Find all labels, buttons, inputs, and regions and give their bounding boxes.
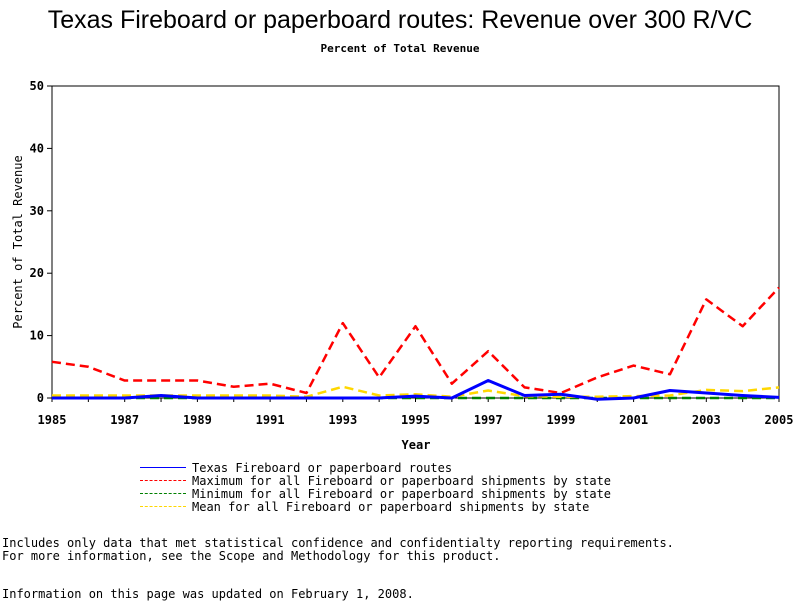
- footnote-methodology: For more information, see the Scope and …: [2, 549, 501, 563]
- plot-frame: [51, 85, 780, 399]
- chart-title: Texas Fireboard or paperboard routes: Re…: [47, 6, 753, 34]
- y-tick-label: 30: [30, 204, 44, 218]
- legend-swatch-minimum: [140, 493, 186, 494]
- y-axis-label: Percent of Total Revenue: [11, 155, 25, 328]
- y-tick-label: 40: [30, 141, 44, 155]
- legend-item-maximum: Maximum for all Fireboard or paperboard …: [140, 473, 612, 488]
- x-tick-label: 1989: [183, 413, 212, 427]
- x-tick-label: 2001: [619, 413, 648, 427]
- x-tick-label: 1987: [110, 413, 139, 427]
- x-tick-label: 1985: [38, 413, 67, 427]
- x-tick-label: 1999: [546, 413, 575, 427]
- x-axis: 1985 1987 1989 1991 1993 1995 1997 1999 2001 2003…: [38, 398, 794, 427]
- y-tick-label: 50: [30, 79, 44, 93]
- series-line-mean: [52, 385, 780, 399]
- x-tick-label: 2005: [765, 413, 794, 427]
- legend-swatch-texas: [140, 467, 186, 468]
- series-line-texas: [52, 379, 780, 401]
- x-tick-label: 1991: [256, 413, 285, 427]
- chart-subtitle: Percent of Total Revenue: [320, 42, 480, 55]
- line-chart: 0 10 20 30 40 50 1985 1987 1989 1991 1993 1995 1997…: [11, 79, 794, 452]
- footnote-confidence: Includes only data that met statistical …: [2, 536, 674, 550]
- x-tick-label: 1993: [328, 413, 357, 427]
- update-note: Information on this page was updated on …: [2, 587, 414, 601]
- legend-swatch-mean: [140, 506, 186, 507]
- y-tick-label: 20: [30, 266, 44, 280]
- legend-item-minimum: Minimum for all Fireboard or paperboard …: [140, 486, 612, 501]
- series-line-maximum: [51, 286, 780, 395]
- y-axis: 0 10 20 30 40 50: [30, 79, 52, 405]
- x-tick-label: 2003: [692, 413, 721, 427]
- legend: Texas Fireboard or paperboard routes Max…: [140, 460, 612, 514]
- x-tick-label: 1997: [474, 413, 503, 427]
- legend-label-mean: Mean for all Fireboard or paperboard shi…: [192, 499, 590, 514]
- footnotes: Includes only data that met statistical …: [2, 537, 674, 563]
- legend-label-minimum: Minimum for all Fireboard or paperboard …: [192, 486, 612, 501]
- y-tick-label: 0: [37, 391, 44, 405]
- legend-label-maximum: Maximum for all Fireboard or paperboard …: [192, 473, 612, 488]
- legend-item-mean: Mean for all Fireboard or paperboard shi…: [140, 499, 611, 514]
- series-layer: [51, 286, 780, 401]
- y-tick-label: 10: [30, 329, 44, 343]
- x-axis-label: Year: [402, 438, 431, 452]
- legend-swatch-maximum: [140, 480, 186, 481]
- legend-label-texas: Texas Fireboard or paperboard routes: [192, 460, 453, 475]
- x-tick-label: 1995: [401, 413, 430, 427]
- legend-item-texas: Texas Fireboard or paperboard routes: [140, 460, 611, 475]
